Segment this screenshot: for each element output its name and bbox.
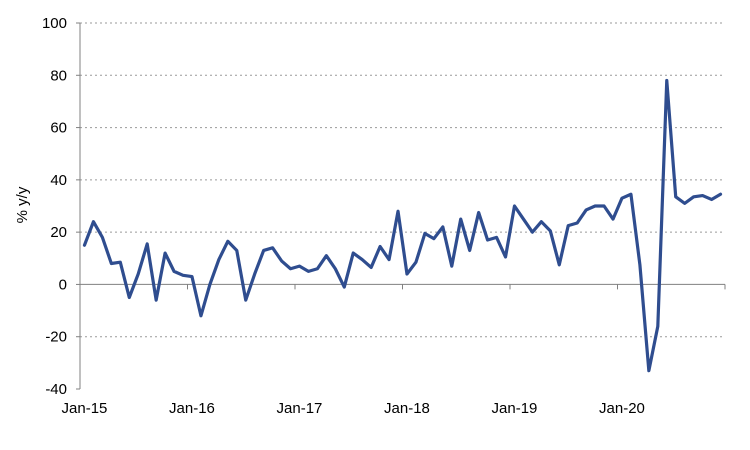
- y-tick-label: 0: [59, 276, 67, 293]
- y-axis-title: % y/y: [14, 186, 31, 223]
- x-tick-label: Jan-15: [62, 400, 108, 417]
- y-tick-label: 20: [50, 224, 67, 241]
- series-line: [82, 78, 723, 373]
- y-tick-label: 40: [50, 172, 67, 189]
- x-tick-label: Jan-16: [169, 400, 215, 417]
- axes: [76, 22, 726, 390]
- y-tick-label: 100: [42, 15, 67, 32]
- y-tick-label: -20: [45, 329, 67, 346]
- x-tick-label: Jan-19: [492, 400, 538, 417]
- x-tick-label: Jan-20: [599, 400, 645, 417]
- y-tick-label: 60: [50, 120, 67, 137]
- y-tick-label: 80: [50, 67, 67, 84]
- gridlines: [80, 22, 725, 338]
- x-tick-label: Jan-18: [384, 400, 430, 417]
- y-tick-labels: -40 -20 0 20 40 60 80 100: [42, 15, 67, 398]
- x-tick-labels: Jan-15 Jan-16 Jan-17 Jan-18 Jan-19 Jan-20: [62, 400, 645, 417]
- x-tick-label: Jan-17: [277, 400, 323, 417]
- y-tick-label: -40: [45, 381, 67, 398]
